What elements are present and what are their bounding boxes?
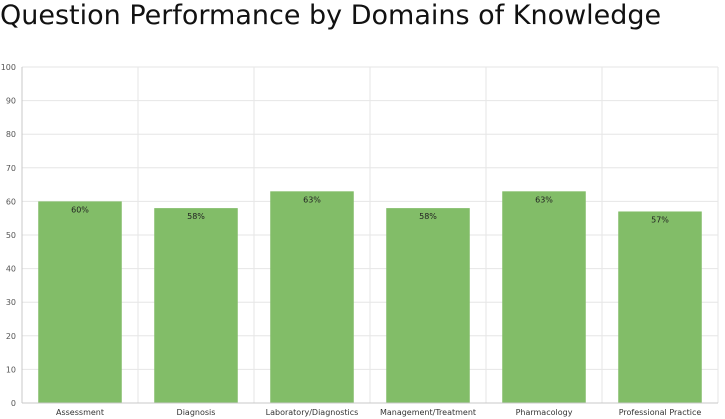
category-label: Diagnosis [177, 408, 216, 417]
y-tick-label: 30 [6, 298, 16, 307]
bar [154, 208, 238, 403]
category-label: Professional Practice [619, 408, 702, 417]
category-label: Assessment [56, 408, 104, 417]
grid-lines [21, 66, 719, 404]
bar [38, 201, 122, 403]
bar-value-label: 63% [303, 195, 321, 204]
bar-value-label: 57% [651, 215, 669, 224]
bar-value-label: 58% [187, 212, 205, 221]
axes [21, 67, 718, 404]
bar-value-label: 63% [535, 195, 553, 204]
y-tick-label: 0 [11, 399, 16, 408]
y-tick-label: 90 [6, 97, 16, 106]
bar-value-label: 58% [419, 212, 437, 221]
bar [386, 208, 470, 403]
bar-value-label: 60% [71, 205, 89, 214]
y-tick-label: 80 [6, 130, 16, 139]
y-axis-tick-labels: 0 10 20 30 40 50 60 70 80 90 100 [1, 63, 16, 408]
bar-series [38, 191, 702, 403]
bar [502, 191, 586, 403]
bar [270, 191, 354, 403]
category-label: Laboratory/Diagnostics [266, 408, 359, 417]
data-labels: 60% 58% 63% 58% 63% 57% [71, 195, 669, 224]
y-tick-label: 20 [6, 332, 16, 341]
y-tick-label: 50 [6, 231, 16, 240]
category-label: Management/Treatment [380, 408, 476, 417]
y-tick-label: 10 [6, 365, 16, 374]
y-tick-label: 70 [6, 164, 16, 173]
y-tick-label: 40 [6, 265, 16, 274]
category-label: Pharmacology [516, 408, 573, 417]
bar [618, 211, 702, 403]
y-tick-label: 100 [1, 63, 16, 72]
x-axis-category-labels: Assessment Diagnosis Laboratory/Diagnostic… [56, 408, 701, 417]
chart-title: Question Performance by Domains of Knowl… [0, 0, 662, 31]
y-tick-label: 60 [6, 197, 16, 206]
